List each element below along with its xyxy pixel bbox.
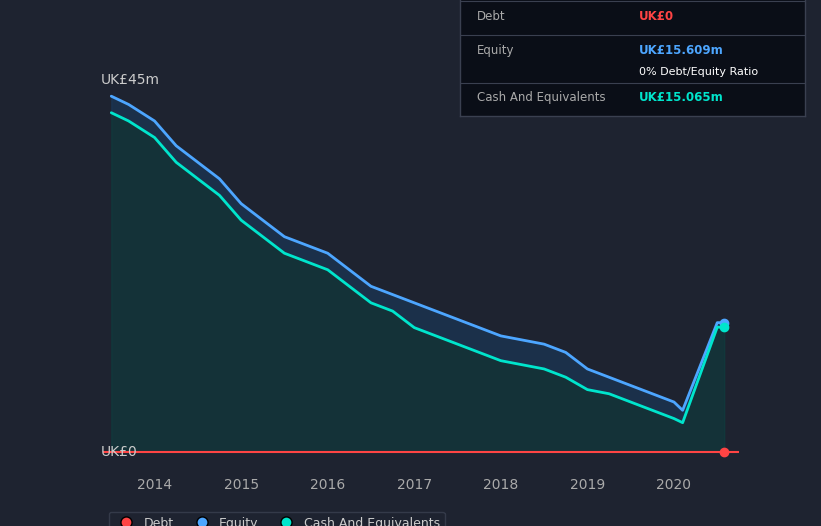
Text: Debt: Debt <box>477 9 506 23</box>
Text: UK£45m: UK£45m <box>101 73 160 87</box>
Text: Equity: Equity <box>477 44 515 57</box>
Text: UK£15.609m: UK£15.609m <box>639 44 724 57</box>
Text: 0% Debt/Equity Ratio: 0% Debt/Equity Ratio <box>639 67 758 77</box>
Text: UK£0: UK£0 <box>101 444 138 459</box>
Text: UK£15.065m: UK£15.065m <box>639 90 724 104</box>
Text: UK£0: UK£0 <box>639 9 674 23</box>
Legend: Debt, Equity, Cash And Equivalents: Debt, Equity, Cash And Equivalents <box>109 512 445 526</box>
Text: Cash And Equivalents: Cash And Equivalents <box>477 90 606 104</box>
